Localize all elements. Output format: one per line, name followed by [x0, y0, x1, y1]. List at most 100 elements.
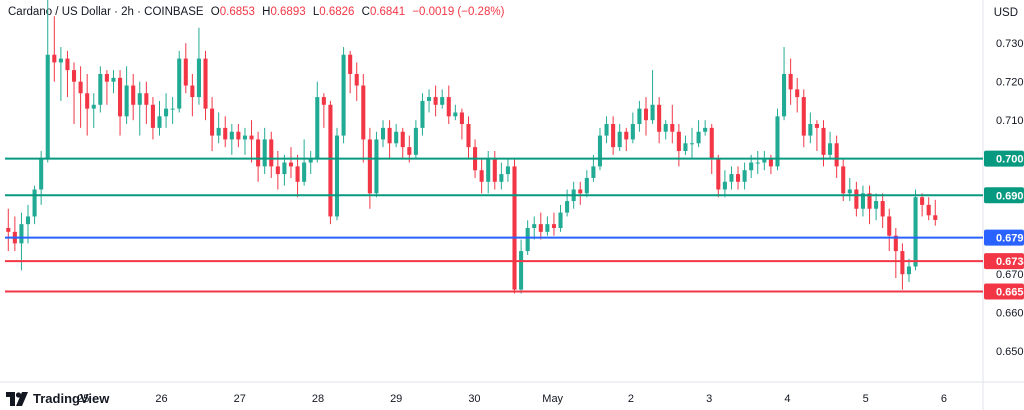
x-tick-label: 4: [784, 393, 790, 405]
candle-body: [288, 162, 294, 167]
candle-body: [834, 143, 839, 167]
candle-body: [860, 193, 865, 209]
candle-body: [841, 166, 846, 194]
candle-body: [190, 85, 195, 98]
candle-body: [413, 127, 418, 155]
candle-body: [499, 174, 504, 182]
tradingview-logo-icon: [6, 391, 28, 406]
candle-body: [565, 201, 570, 213]
candle-body: [630, 124, 635, 140]
candle-body: [427, 97, 432, 101]
candle-body: [689, 143, 695, 145]
x-tick-label: 28: [312, 393, 324, 405]
candle-body: [223, 127, 228, 140]
level-badge-label-3: 0.6795: [996, 233, 1024, 245]
tradingview-logo[interactable]: TradingView: [6, 391, 109, 406]
candle-body: [604, 124, 609, 136]
candle-body: [538, 224, 543, 232]
symbol-title[interactable]: Cardano / US Dollar · 2h · COINBASE: [8, 6, 204, 18]
high-label: H: [262, 6, 271, 18]
candle-body: [492, 158, 497, 182]
candle-body: [236, 131, 241, 140]
candle-body: [821, 127, 826, 155]
candle-body: [341, 54, 346, 136]
candle-body: [716, 158, 721, 190]
candle-body: [348, 54, 353, 74]
candle-body: [637, 108, 642, 125]
currency-label[interactable]: USD: [993, 7, 1018, 19]
candle-body: [420, 100, 425, 128]
candle-body: [196, 58, 201, 98]
candle-body: [926, 204, 931, 216]
low-label: L: [312, 6, 320, 18]
x-tick-label: 5: [863, 393, 869, 405]
candle-body: [703, 127, 708, 132]
x-tick-label: 3: [706, 393, 712, 405]
candle-body: [762, 158, 767, 163]
candle-body: [466, 124, 471, 148]
candle-body: [847, 189, 852, 194]
candle-body: [729, 174, 734, 182]
candle-body: [532, 224, 537, 228]
candle-body: [394, 131, 399, 144]
candle-body: [6, 227, 11, 232]
candle-body: [262, 139, 267, 167]
candle-body: [479, 170, 484, 182]
candle-body: [459, 112, 464, 125]
candle-body: [893, 235, 898, 252]
candle-body: [617, 131, 622, 148]
candle-body: [512, 166, 517, 290]
candle-body: [98, 73, 103, 105]
candle-body: [735, 174, 741, 182]
candle-body: [315, 97, 320, 159]
candle-body: [624, 131, 629, 140]
candle-body: [755, 162, 760, 164]
candle-body: [19, 224, 24, 244]
candle-body: [775, 116, 780, 167]
candle-body: [867, 193, 872, 209]
candle-body: [328, 104, 333, 217]
candle-body: [519, 251, 524, 290]
candle-body: [696, 131, 701, 144]
candle-body: [242, 135, 248, 140]
candle-body: [374, 139, 379, 194]
candle-body: [32, 189, 37, 217]
open-label: O: [210, 6, 220, 18]
candle-body: [643, 108, 649, 121]
low-value: 0.6826: [319, 6, 355, 18]
candle-body: [367, 139, 372, 194]
candle-body: [742, 170, 747, 182]
candle-body: [380, 127, 386, 140]
candle-body: [486, 158, 491, 182]
candle-body: [150, 104, 155, 128]
candle-body: [269, 139, 274, 167]
candle-body: [249, 135, 254, 140]
x-tick-label: 27: [234, 393, 246, 405]
candle-body: [663, 124, 668, 132]
candle-body: [295, 166, 300, 182]
x-tick-label: 30: [468, 393, 480, 405]
tradingview-logo-text: TradingView: [33, 391, 110, 406]
candle-body: [670, 124, 675, 132]
candle-body: [584, 177, 589, 194]
candle-body: [65, 58, 70, 71]
close-value: 0.6841: [369, 6, 406, 18]
candle-body: [104, 73, 109, 82]
candle-body: [58, 58, 63, 63]
candle-body: [170, 108, 175, 110]
candle-body: [611, 124, 616, 148]
candle-body: [722, 181, 727, 190]
candle-body: [906, 266, 912, 275]
candle-body: [334, 135, 340, 217]
candle-body: [558, 212, 563, 228]
candle-body: [118, 77, 123, 117]
candle-body: [361, 85, 366, 140]
candle-body: [85, 93, 90, 109]
candle-body: [788, 73, 793, 90]
candle-body: [354, 73, 359, 86]
x-tick-label: 6: [941, 393, 947, 405]
x-tick-label: 2: [628, 393, 634, 405]
